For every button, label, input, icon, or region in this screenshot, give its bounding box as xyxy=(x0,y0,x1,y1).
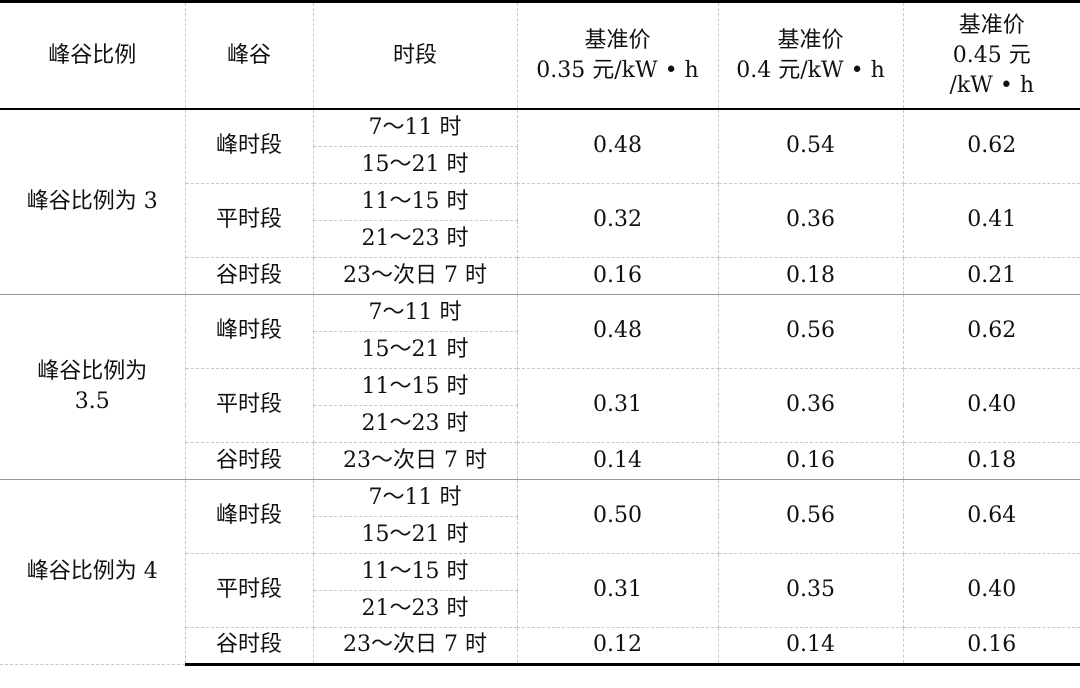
table-row: 15～21 时 xyxy=(0,145,1080,184)
price: 0.31 xyxy=(516,552,719,628)
table-row: 峰谷比例为 4 峰时段 7～11 时 0.50 0.56 0.64 xyxy=(0,478,1080,665)
price: 0.40 xyxy=(902,552,1080,628)
ratio-label: 峰谷比例为 3.5 xyxy=(0,293,186,480)
table-row: 平时段 11～15 时 0.31 0.35 0.40 xyxy=(0,552,1080,628)
table-row: 谷时段 23～次日 7 时 0.12 0.14 0.16 xyxy=(0,626,1080,666)
time-slot: 21～23 时 xyxy=(313,404,517,443)
price: 0.16 xyxy=(516,256,719,295)
price: 0.12 xyxy=(516,626,719,666)
period-name: 谷时段 xyxy=(185,441,314,480)
time-slot: 21～23 时 xyxy=(313,589,517,628)
price: 0.18 xyxy=(717,256,904,295)
price: 0.62 xyxy=(902,293,1080,369)
cell-line: 0.4 元/kW • h xyxy=(736,57,885,83)
table-row: 谷时段 23～次日 7 时 0.14 0.16 0.18 xyxy=(0,441,1080,480)
period-name: 峰时段 xyxy=(184,108,314,184)
time-slot: 15～21 时 xyxy=(313,330,517,369)
price: 0.56 xyxy=(717,478,904,554)
period-name: 平时段 xyxy=(185,182,314,258)
ratio-label: 峰谷比例为 3 xyxy=(0,108,186,295)
cell-line: /kW • h xyxy=(949,72,1035,98)
period-name: 峰时段 xyxy=(184,293,314,369)
table-row: 峰谷比例为 3.5 峰时段 7～11 时 0.48 0.56 0.62 xyxy=(0,293,1080,480)
price: 0.35 xyxy=(717,552,904,628)
cell-line: 峰谷 xyxy=(226,42,271,68)
time-slot: 11～15 时 xyxy=(312,182,518,221)
period-name: 平时段 xyxy=(185,367,314,443)
column-header: 基准价 0.35 元/kW • h xyxy=(516,0,719,110)
period-name: 峰时段 xyxy=(184,478,314,554)
period-name: 谷时段 xyxy=(185,626,314,666)
price: 0.31 xyxy=(516,367,719,443)
ratio-label: 峰谷比例为 4 xyxy=(0,478,186,665)
cell-line: 基准价 xyxy=(584,27,651,53)
price: 0.18 xyxy=(902,441,1080,480)
table-body: 峰谷比例为 3 峰时段 7～11 时 0.48 0.54 0.62 15～21 时平时段 11… xyxy=(0,108,1080,666)
column-header: 峰谷比例 xyxy=(0,0,186,110)
time-slot: 21～23 时 xyxy=(313,219,517,258)
price: 0.48 xyxy=(516,293,719,369)
column-header: 基准价 0.45 元/kW • h xyxy=(902,0,1080,110)
column-header: 峰谷 xyxy=(184,0,314,110)
time-slot: 11～15 时 xyxy=(312,367,518,406)
time-slot: 23～次日 7 时 xyxy=(312,626,518,666)
cell-line: 峰谷比例为 4 xyxy=(26,558,158,584)
cell-line: 基准价 xyxy=(777,27,844,53)
cell-line: 3.5 xyxy=(74,388,110,414)
cell-line: 峰谷比例为 xyxy=(37,358,148,384)
cell-line: 峰谷比例 xyxy=(48,42,137,68)
table-row: 峰谷比例为 3 峰时段 7～11 时 0.48 0.54 0.62 xyxy=(0,108,1080,295)
price: 0.14 xyxy=(717,626,904,666)
price: 0.50 xyxy=(516,478,719,554)
time-slot: 23～次日 7 时 xyxy=(312,441,518,480)
price: 0.36 xyxy=(717,367,904,443)
time-slot: 15～21 时 xyxy=(313,145,517,184)
price: 0.16 xyxy=(902,626,1080,666)
table-row: 谷时段 23～次日 7 时 0.16 0.18 0.21 xyxy=(0,256,1080,295)
table-row: 平时段 11～15 时 0.31 0.36 0.40 xyxy=(0,367,1080,443)
period-name: 谷时段 xyxy=(185,256,314,295)
table-row: 21～23 时 xyxy=(0,589,1080,628)
table-row: 平时段 11～15 时 0.32 0.36 0.41 xyxy=(0,182,1080,258)
table-row: 15～21 时 xyxy=(0,330,1080,369)
price: 0.32 xyxy=(516,182,719,258)
price: 0.21 xyxy=(902,256,1080,295)
price: 0.36 xyxy=(717,182,904,258)
cell-line: 时段 xyxy=(392,42,437,68)
price: 0.48 xyxy=(516,108,719,184)
period-name: 平时段 xyxy=(185,552,314,628)
price: 0.54 xyxy=(717,108,904,184)
price: 0.56 xyxy=(717,293,904,369)
cell-line: 基准价 xyxy=(958,12,1025,38)
time-slot: 7～11 时 xyxy=(312,108,518,147)
table-row: 21～23 时 xyxy=(0,404,1080,443)
cell-line: 0.35 元/kW • h xyxy=(536,57,699,83)
cell-line: 峰谷比例为 3 xyxy=(26,188,158,214)
price: 0.41 xyxy=(902,182,1080,258)
time-slot: 7～11 时 xyxy=(312,293,518,332)
time-slot: 11～15 时 xyxy=(312,552,518,591)
table-row: 21～23 时 xyxy=(0,219,1080,258)
cell-line: 0.45 元 xyxy=(952,42,1031,68)
price: 0.14 xyxy=(516,441,719,480)
column-header: 时段 xyxy=(312,0,518,110)
table-row: 15～21 时 xyxy=(0,515,1080,554)
price: 0.64 xyxy=(902,478,1080,554)
price: 0.62 xyxy=(902,108,1080,184)
price: 0.40 xyxy=(902,367,1080,443)
time-slot: 15～21 时 xyxy=(313,515,517,554)
column-header: 基准价 0.4 元/kW • h xyxy=(717,0,904,110)
time-slot: 7～11 时 xyxy=(312,478,518,517)
time-slot: 23～次日 7 时 xyxy=(312,256,518,295)
price: 0.16 xyxy=(717,441,904,480)
